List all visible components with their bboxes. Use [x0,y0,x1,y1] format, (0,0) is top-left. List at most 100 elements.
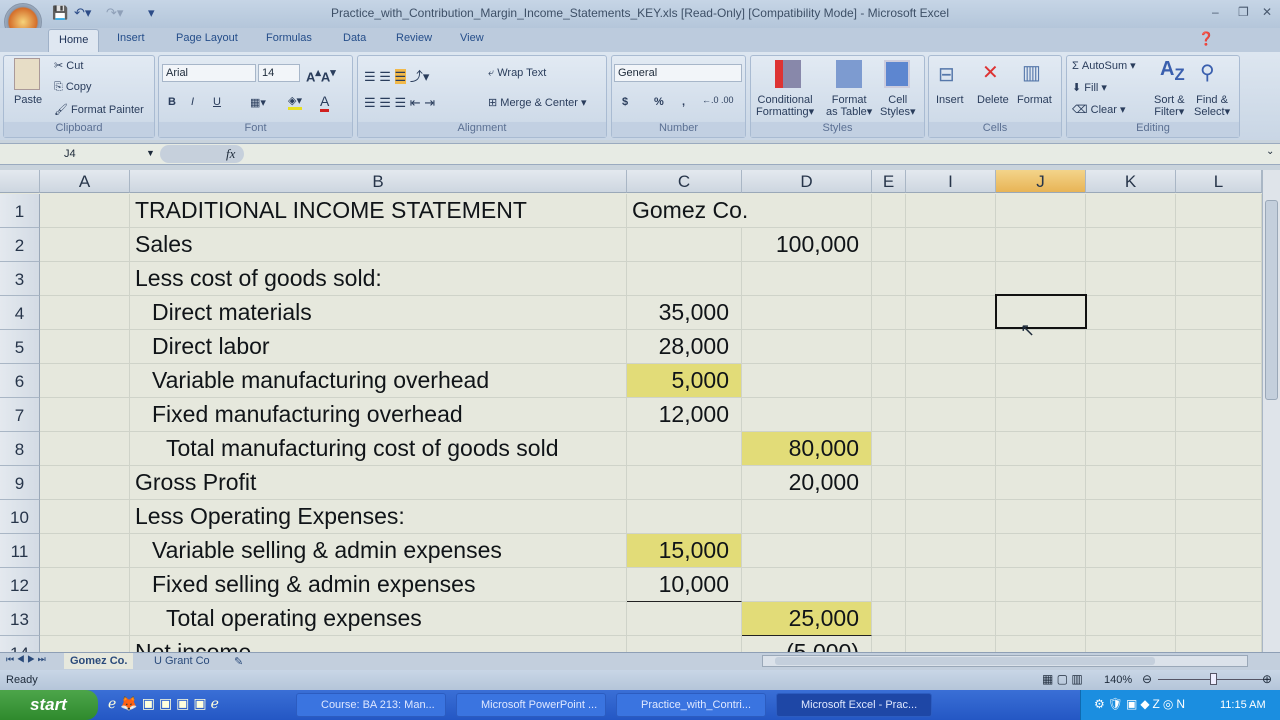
cell[interactable] [996,636,1086,652]
cell[interactable] [1176,296,1262,330]
cell[interactable] [906,330,996,364]
cell-b14[interactable]: Net income [130,636,627,652]
cell[interactable] [996,568,1086,602]
cell[interactable] [996,534,1086,568]
expand-formula-bar-icon[interactable]: ⌄ [1266,146,1275,157]
cell[interactable] [1086,500,1176,534]
cell[interactable] [1176,432,1262,466]
cell[interactable] [906,194,996,228]
cell-c1[interactable]: Gomez Co. [627,194,748,228]
cell-c6[interactable]: 5,000 [627,364,742,398]
column-header-e[interactable]: E [872,170,906,193]
cell-c14[interactable] [627,636,742,652]
view-buttons[interactable]: ▦ ▢ ▥ [1042,672,1083,686]
sheet-tab-gomez[interactable]: Gomez Co. [64,653,134,669]
cell[interactable] [1086,602,1176,636]
row-header[interactable]: 1 [0,194,40,228]
vertical-align-icons[interactable]: ☰ ☰ ☰ ⤴▾ [364,69,430,84]
row-header[interactable]: 2 [0,228,40,262]
restore-icon[interactable]: ❐ [1238,5,1249,19]
format-button[interactable]: Format [1017,94,1052,106]
cut-button[interactable]: ✂ Cut [54,60,84,72]
cell[interactable] [996,602,1086,636]
cell-d12[interactable] [742,568,872,602]
cell[interactable] [872,364,906,398]
cell[interactable] [872,330,906,364]
cell-c5[interactable]: 28,000 [627,330,742,364]
cell[interactable] [996,500,1086,534]
taskbar-item-practice[interactable]: Practice_with_Contri... [616,693,766,717]
cell[interactable] [1086,432,1176,466]
cell[interactable] [872,228,906,262]
cell[interactable] [996,398,1086,432]
cell-d4[interactable] [742,296,872,330]
cell-c2[interactable] [627,228,742,262]
cell[interactable] [40,568,130,602]
cell[interactable] [996,432,1086,466]
row-header[interactable]: 11 [0,534,40,568]
delete-button[interactable]: Delete [977,94,1009,106]
borders-icon[interactable]: ▦▾ [250,97,266,109]
cell-d2[interactable]: 100,000 [742,228,872,262]
cell-c3[interactable] [627,262,742,296]
cell-b5[interactable]: Direct labor [130,330,627,364]
cell-c7[interactable]: 12,000 [627,398,742,432]
row-header[interactable]: 12 [0,568,40,602]
cell[interactable] [906,262,996,296]
currency-button[interactable]: $ [622,96,629,108]
cell[interactable] [40,228,130,262]
cell[interactable] [906,602,996,636]
tab-review[interactable]: Review [396,32,433,44]
cell[interactable] [1086,398,1176,432]
cell[interactable] [906,398,996,432]
cell[interactable] [40,534,130,568]
font-color-icon[interactable]: A [320,93,330,112]
cell-b10[interactable]: Less Operating Expenses: [130,500,627,534]
percent-button[interactable]: % [654,96,664,108]
taskbar-item-powerpoint[interactable]: Microsoft PowerPoint ... [456,693,606,717]
cell[interactable] [1086,262,1176,296]
paste-button[interactable]: Paste [14,94,43,106]
vertical-scrollbar[interactable] [1262,170,1280,652]
cell[interactable] [872,262,906,296]
bold-button[interactable]: B [168,96,176,108]
cell-b1[interactable]: TRADITIONAL INCOME STATEMENT [130,194,627,228]
cell[interactable] [872,398,906,432]
decimal-icons[interactable]: ←.0 .00 [702,95,734,105]
cell[interactable] [1086,228,1176,262]
cell-b3[interactable]: Less cost of goods sold: [130,262,627,296]
help-icon[interactable]: ❓ [1198,31,1215,46]
start-button[interactable]: start [0,690,98,720]
tab-data[interactable]: Data [343,32,367,44]
sort-filter-button[interactable]: Sort & Filter▾ [1154,94,1185,118]
zoom-in-button[interactable]: ⊕ [1262,672,1273,686]
cell[interactable] [1086,568,1176,602]
column-header-c[interactable]: C [627,170,742,193]
cell[interactable] [40,398,130,432]
cell[interactable] [1176,500,1262,534]
column-header-l[interactable]: L [1176,170,1262,193]
row-header[interactable]: 8 [0,432,40,466]
wrap-text-button[interactable]: ⤶ Wrap Text [488,67,547,79]
fill-color-icon[interactable]: ◈▾ [288,94,302,110]
cell[interactable] [1176,636,1262,652]
cell-b13[interactable]: Total operating expenses [130,602,627,636]
clear-button[interactable]: ⌫ Clear ▾ [1072,104,1126,116]
tab-home[interactable]: Home [48,29,100,52]
cell[interactable] [996,330,1086,364]
worksheet-grid[interactable]: A B C D E I J K L 1 TRADITIONAL INCOME STATEMENT Go… [0,170,1262,652]
cell[interactable] [996,364,1086,398]
cell[interactable] [996,194,1086,228]
sheet-tab-u-grant[interactable]: U Grant Co [154,655,210,667]
cell[interactable] [1176,568,1262,602]
zoom-slider-thumb[interactable] [1210,673,1217,685]
cell-b4[interactable]: Direct materials [130,296,627,330]
cell[interactable] [1086,636,1176,652]
cell[interactable] [1086,296,1176,330]
number-format-select[interactable]: General [614,64,742,82]
row-header[interactable]: 3 [0,262,40,296]
column-header-a[interactable]: A [40,170,130,193]
row-header[interactable]: 5 [0,330,40,364]
cell-d3[interactable] [742,262,872,296]
undo-icon[interactable]: ↶▾ [74,5,92,20]
